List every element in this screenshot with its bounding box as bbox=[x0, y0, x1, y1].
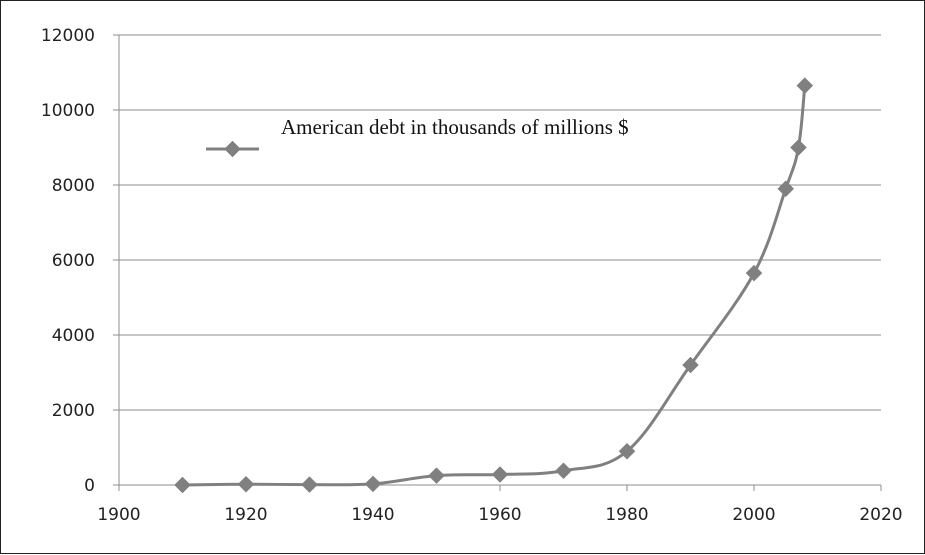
series-layer bbox=[174, 77, 814, 494]
y-tick-label: 4000 bbox=[52, 326, 95, 346]
series-line bbox=[181, 84, 807, 487]
x-tick-label: 1920 bbox=[224, 505, 267, 525]
y-tick-label: 8000 bbox=[52, 176, 95, 196]
data-point bbox=[618, 442, 636, 460]
x-tick-label: 1940 bbox=[351, 505, 394, 525]
data-point bbox=[364, 475, 382, 493]
data-point bbox=[428, 467, 445, 484]
data-point bbox=[796, 77, 814, 94]
x-tick-label: 1900 bbox=[97, 505, 140, 525]
legend-label: American debt in thousands of millions $ bbox=[281, 115, 629, 139]
legend: American debt in thousands of millions $ bbox=[206, 115, 629, 158]
data-point bbox=[777, 180, 795, 198]
data-point bbox=[174, 476, 191, 494]
y-tick-label: 6000 bbox=[52, 251, 95, 271]
axes: 0 2000 4000 6000 8000 10000 12000 1900 1920 1940 1… bbox=[41, 26, 903, 525]
x-tick-label: 2020 bbox=[859, 505, 902, 525]
data-point bbox=[790, 139, 807, 156]
x-tick-label: 1980 bbox=[605, 505, 648, 525]
data-point bbox=[237, 475, 255, 493]
y-tick-label: 2000 bbox=[52, 401, 95, 421]
data-point bbox=[555, 462, 572, 480]
y-tick-label: 10000 bbox=[41, 101, 95, 121]
gridlines bbox=[119, 34, 881, 411]
x-tick-label: 2000 bbox=[732, 505, 775, 525]
y-tick-label: 0 bbox=[84, 476, 95, 496]
data-point bbox=[682, 356, 699, 374]
x-tick-label: 1960 bbox=[478, 505, 521, 525]
data-point bbox=[745, 264, 763, 282]
y-tick-label: 12000 bbox=[41, 26, 95, 46]
legend-marker bbox=[224, 140, 241, 158]
data-point bbox=[491, 466, 509, 483]
data-point bbox=[301, 476, 318, 493]
